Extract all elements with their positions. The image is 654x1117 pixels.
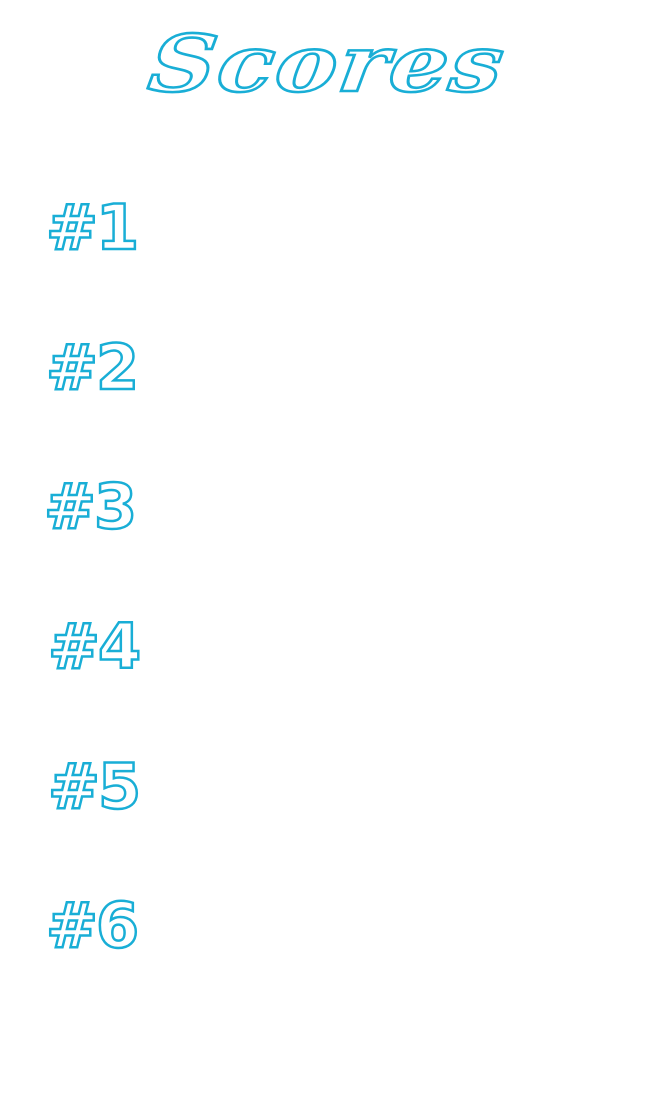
rank-1-label: #1 xyxy=(45,191,141,264)
rank-3-label: #3 xyxy=(43,470,139,543)
scores-title: Scores xyxy=(142,17,512,112)
scores-header: Scores xyxy=(0,0,654,130)
rank-5-label: #5 xyxy=(47,750,143,823)
rank-4-label: #4 xyxy=(47,610,143,683)
rank-2-label: #2 xyxy=(45,331,141,404)
rank-6-label: #6 xyxy=(45,889,141,962)
